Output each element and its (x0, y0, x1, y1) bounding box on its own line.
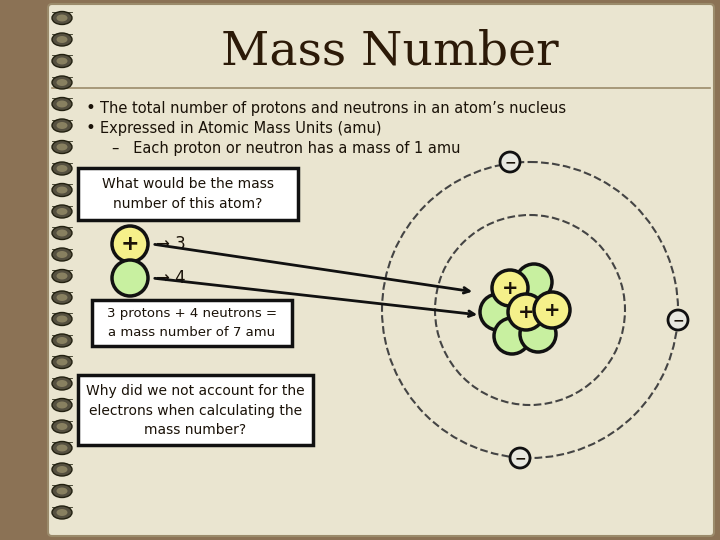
Text: +: + (502, 279, 518, 298)
Ellipse shape (56, 294, 68, 301)
Text: → 4: → 4 (156, 269, 186, 287)
Bar (78, 168, 298, 220)
Text: +: + (121, 234, 139, 254)
Ellipse shape (56, 423, 68, 430)
Circle shape (480, 294, 516, 330)
Circle shape (520, 316, 556, 352)
Text: → 3: → 3 (156, 235, 186, 253)
Circle shape (112, 260, 148, 296)
Ellipse shape (52, 11, 72, 24)
Ellipse shape (56, 165, 68, 172)
Text: •: • (85, 99, 95, 117)
Ellipse shape (52, 334, 72, 347)
Text: +: + (544, 300, 560, 320)
Ellipse shape (56, 186, 68, 193)
Text: mass number?: mass number? (145, 423, 246, 437)
Ellipse shape (52, 248, 72, 261)
Circle shape (494, 318, 530, 354)
Ellipse shape (52, 98, 72, 111)
Ellipse shape (52, 162, 72, 175)
Ellipse shape (52, 355, 72, 368)
Ellipse shape (52, 184, 72, 197)
Text: 3 protons + 4 neutrons =: 3 protons + 4 neutrons = (107, 307, 277, 321)
Ellipse shape (56, 488, 68, 495)
Circle shape (508, 294, 544, 330)
Circle shape (510, 448, 530, 468)
Circle shape (516, 264, 552, 300)
Ellipse shape (52, 506, 72, 519)
Text: •: • (85, 119, 95, 137)
Text: What would be the mass: What would be the mass (102, 177, 274, 191)
Circle shape (500, 152, 520, 172)
Circle shape (492, 270, 528, 306)
Text: −: − (672, 313, 684, 327)
Ellipse shape (52, 463, 72, 476)
Ellipse shape (56, 15, 68, 22)
Ellipse shape (56, 380, 68, 387)
Ellipse shape (56, 57, 68, 64)
Ellipse shape (52, 205, 72, 218)
Ellipse shape (56, 144, 68, 151)
Ellipse shape (56, 359, 68, 366)
Ellipse shape (52, 76, 72, 89)
Text: –   Each proton or neutron has a mass of 1 amu: – Each proton or neutron has a mass of 1… (112, 140, 461, 156)
Text: a mass number of 7 amu: a mass number of 7 amu (109, 326, 276, 339)
Ellipse shape (56, 337, 68, 344)
Circle shape (668, 310, 688, 330)
Text: electrons when calculating the: electrons when calculating the (89, 404, 302, 418)
Ellipse shape (52, 291, 72, 304)
Ellipse shape (56, 208, 68, 215)
Ellipse shape (52, 442, 72, 455)
Ellipse shape (52, 33, 72, 46)
Ellipse shape (52, 140, 72, 153)
Ellipse shape (56, 100, 68, 107)
Ellipse shape (56, 230, 68, 237)
Ellipse shape (56, 273, 68, 280)
Ellipse shape (52, 119, 72, 132)
Ellipse shape (56, 122, 68, 129)
FancyBboxPatch shape (48, 4, 714, 536)
Ellipse shape (52, 269, 72, 282)
Ellipse shape (52, 399, 72, 411)
Text: Why did we not account for the: Why did we not account for the (86, 384, 305, 398)
Text: −: − (504, 155, 516, 169)
Circle shape (112, 226, 148, 262)
Ellipse shape (52, 313, 72, 326)
Ellipse shape (56, 444, 68, 451)
Ellipse shape (52, 226, 72, 240)
Text: The total number of protons and neutrons in an atom’s nucleus: The total number of protons and neutrons… (100, 100, 566, 116)
Ellipse shape (52, 420, 72, 433)
Ellipse shape (52, 55, 72, 68)
Ellipse shape (56, 509, 68, 516)
Bar (78, 375, 313, 445)
Text: −: − (514, 451, 526, 465)
Ellipse shape (56, 402, 68, 408)
Text: Expressed in Atomic Mass Units (amu): Expressed in Atomic Mass Units (amu) (100, 120, 382, 136)
Circle shape (534, 292, 570, 328)
Ellipse shape (56, 315, 68, 322)
Ellipse shape (56, 251, 68, 258)
Text: number of this atom?: number of this atom? (113, 197, 263, 211)
Ellipse shape (52, 484, 72, 497)
Ellipse shape (52, 377, 72, 390)
Ellipse shape (56, 79, 68, 86)
Ellipse shape (56, 466, 68, 473)
Bar (92, 300, 292, 346)
Text: Mass Number: Mass Number (221, 29, 559, 75)
Text: +: + (518, 302, 534, 321)
Ellipse shape (56, 36, 68, 43)
